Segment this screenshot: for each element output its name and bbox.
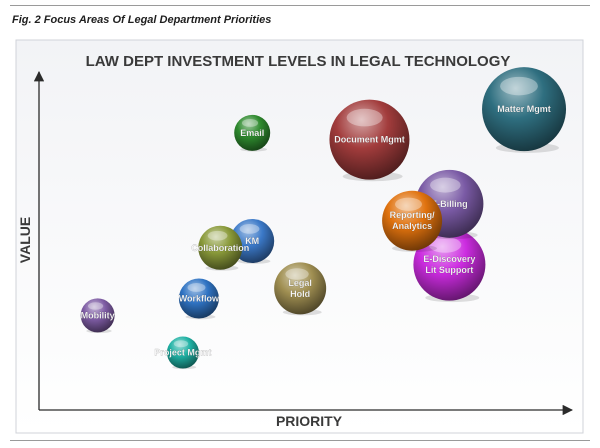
bubble-highlight — [241, 118, 259, 127]
bubble-label: Legal Hold — [288, 278, 312, 299]
bubble-layer: Matter Mgmt Document Mgmt E-Discovery Lit S… — [80, 67, 567, 370]
bubble-label: Reporting/Analytics — [390, 210, 435, 231]
bubble-mobility: Mobility — [80, 298, 115, 334]
bubble-highlight — [395, 197, 422, 211]
figure-caption: Fig. 2 Focus Areas Of Legal Department P… — [12, 14, 272, 26]
bubble-highlight — [173, 340, 189, 348]
bubble-label: Collaboration — [191, 243, 249, 253]
x-axis-label: PRIORITY — [276, 413, 343, 429]
bubble-matter-mgmt: Matter Mgmt — [482, 67, 567, 153]
bubble-mark — [80, 298, 115, 333]
bubble-highlight — [346, 108, 383, 127]
bubble-mark — [274, 262, 327, 315]
bubble-mark — [198, 225, 243, 270]
chart-title: LAW DEPT INVESTMENT LEVELS IN LEGAL TECH… — [86, 53, 511, 70]
bubble-highlight — [285, 268, 309, 280]
bubble-mark — [166, 336, 199, 369]
bubble-label: Workflow — [179, 293, 220, 303]
bubble-label: Mobility — [81, 310, 115, 320]
bottom-rule — [10, 440, 590, 441]
bubble-highlight — [428, 236, 462, 253]
bubble-label: Email — [240, 128, 264, 138]
bubble-highlight — [207, 230, 228, 241]
bubble-label: E-Discovery Lit Support — [423, 254, 475, 275]
bubble-label: Document Mgmt — [334, 135, 405, 145]
bubble-highlight — [239, 224, 260, 234]
bubble-mark — [382, 190, 443, 251]
bubble-highlight — [430, 177, 461, 193]
bubble-label: Matter Mgmt — [497, 104, 551, 114]
bubble-mark — [482, 67, 567, 152]
bubble-highlight — [500, 76, 538, 96]
bubble-workflow: Workflow — [178, 278, 220, 320]
bubble-mark — [234, 114, 271, 151]
bubble-document-mgmt: Document Mgmt — [329, 99, 410, 182]
bubble-email: Email — [234, 114, 271, 152]
bubble-mark — [413, 228, 486, 301]
bubble-mark — [178, 278, 219, 319]
bubble-label: E-Billing — [431, 199, 468, 209]
y-axis-label: VALUE — [17, 217, 33, 263]
bubble-label: KM — [245, 236, 259, 246]
bubble-e-discovery-lit-support: E-Discovery Lit Support — [413, 228, 486, 303]
bubble-legal-hold: Legal Hold — [274, 262, 327, 316]
bubble-highlight — [87, 302, 104, 310]
bubble-mark — [329, 99, 410, 180]
bubble-project-mgmt: Project Mgmt — [154, 336, 212, 370]
bubble-label: Project Mgmt — [154, 348, 211, 358]
top-rule — [10, 5, 590, 6]
bubble-highlight — [187, 283, 206, 292]
bubble-collaboration: Collaboration — [191, 225, 249, 271]
bubble-reporting-analytics: Reporting/Analytics — [382, 190, 443, 252]
